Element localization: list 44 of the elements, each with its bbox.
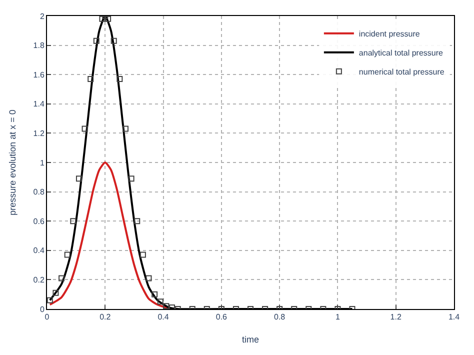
legend-label: numerical total pressure xyxy=(358,68,445,77)
y-tick-label: 1.8 xyxy=(33,41,45,50)
y-tick-label: 0.4 xyxy=(33,246,45,256)
x-tick-label: 0.4 xyxy=(158,312,170,322)
point xyxy=(116,76,123,82)
point xyxy=(105,16,112,22)
x-tick-label: 1.2 xyxy=(390,312,402,322)
x-tick-label: 1.4 xyxy=(448,312,460,322)
point xyxy=(134,218,140,224)
y-axis-title: pressure evolution at x = 0 xyxy=(8,110,18,216)
point xyxy=(99,16,106,22)
point xyxy=(163,303,170,309)
y-tick-label: 1.6 xyxy=(33,70,45,80)
x-tick-label: 1 xyxy=(335,312,340,322)
point xyxy=(52,290,59,296)
legend-label: incident pressure xyxy=(358,30,420,39)
y-tick-label: 0 xyxy=(40,304,45,314)
y-tick-label: 0.6 xyxy=(33,216,45,226)
point xyxy=(82,126,88,132)
x-axis-title: time xyxy=(242,334,260,344)
point xyxy=(47,297,53,304)
point xyxy=(93,38,100,44)
point xyxy=(122,126,128,132)
y-tick-label: 1.4 xyxy=(33,100,45,109)
point xyxy=(58,275,65,282)
y-tick-label: 1 xyxy=(40,158,45,168)
x-tick-label: 0.8 xyxy=(274,312,286,322)
point xyxy=(152,291,158,298)
point xyxy=(64,252,70,258)
legend-label: analytical total pressure xyxy=(358,48,444,58)
point xyxy=(70,218,76,224)
point xyxy=(140,252,146,258)
point xyxy=(128,176,134,182)
x-tick-label: 0.6 xyxy=(216,312,228,322)
point xyxy=(88,76,94,82)
x-tick-label: 0.2 xyxy=(100,312,112,322)
y-tick-label: 2 xyxy=(40,12,45,21)
y-tick-label: 0.2 xyxy=(33,276,45,284)
point xyxy=(146,275,152,282)
point xyxy=(157,298,164,305)
y-tick-label: 1.2 xyxy=(33,129,45,138)
point xyxy=(76,176,82,182)
point xyxy=(110,38,117,44)
y-tick-label: 0.8 xyxy=(33,188,45,197)
